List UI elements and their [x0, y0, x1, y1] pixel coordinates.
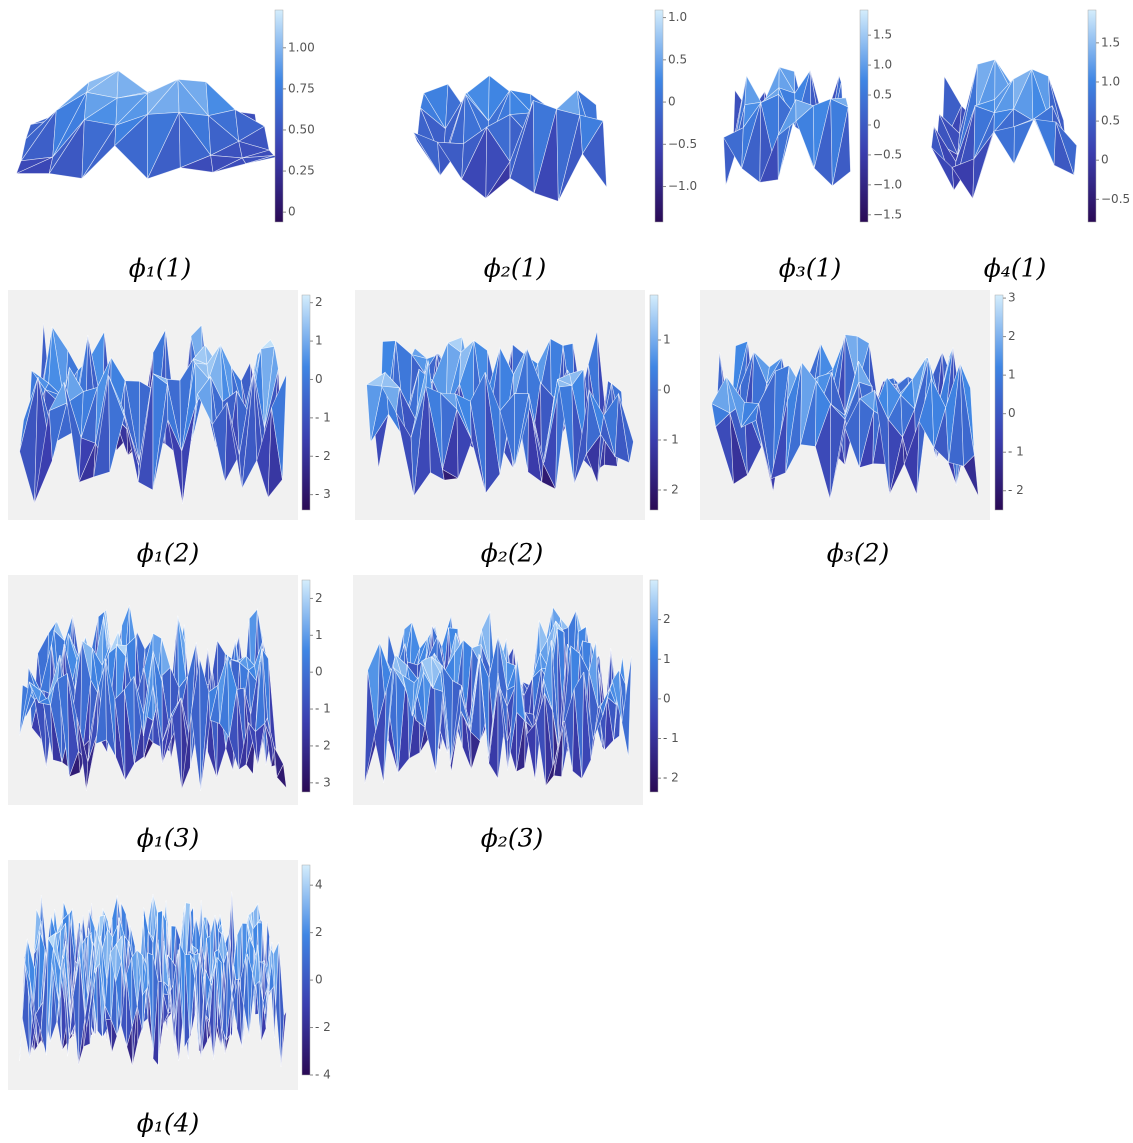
colorbar-tick-label: 4	[315, 878, 323, 892]
colorbar-tick-label: 0.5	[668, 52, 687, 66]
caption: ϕ₂(2)	[481, 539, 543, 568]
caption: ϕ₂(3)	[481, 824, 543, 853]
colorbar-tick-label: 0.5	[1101, 114, 1120, 128]
colorbar-tick-label: 2	[315, 295, 323, 309]
surface-facet	[1035, 119, 1056, 165]
colorbar-tick-label: 0	[663, 383, 671, 397]
colorbar-tick-label: 0.75	[288, 81, 315, 95]
colorbar-tick-label: 2	[663, 612, 671, 626]
panel: −0.5 0 0.5 1.0 1.5 ϕ₄(1)	[931, 10, 1130, 283]
panel: −1.0 −0.5 0 0.5 1.0 ϕ₂(1)	[413, 10, 697, 283]
colorbar-tick-label: 1.5	[873, 28, 892, 42]
caption: ϕ₁(1)	[129, 254, 191, 283]
colorbar-tick-label: 0	[668, 95, 676, 109]
colorbar-tick-label: 1.00	[288, 40, 315, 54]
colorbar-tick-label: −1.0	[668, 179, 697, 193]
panel: - 4 - 2 0 2 4 ϕ₁(4)	[8, 860, 331, 1138]
colorbar-tick-label: 1.0	[668, 10, 687, 24]
colorbar-tick-label: - 1	[1008, 445, 1024, 459]
panel: −1.5 −1.0 −0.5 0 0.5 1.0 1.5 ϕ₃(1)	[724, 10, 903, 283]
colorbar-tick-label: - 2	[663, 771, 679, 785]
colorbar	[860, 10, 868, 222]
panel: - 2 - 1 0 1 2 3 ϕ₃(2)	[700, 290, 1024, 568]
caption: ϕ₂(1)	[484, 254, 546, 283]
colorbar-tick-label: 2	[1008, 329, 1016, 343]
colorbar-tick-label: 1	[315, 628, 323, 642]
colorbar-tick-label: 0.25	[288, 164, 315, 178]
colorbar-tick-label: 0	[873, 117, 881, 131]
colorbar-tick-label: 1	[315, 334, 323, 348]
colorbar-tick-label: −1.0	[873, 177, 902, 191]
panel: - 2 - 1 0 1 ϕ₂(2)	[355, 290, 679, 568]
colorbar-tick-label: - 1	[315, 702, 331, 716]
colorbar	[995, 295, 1003, 510]
caption: ϕ₁(3)	[137, 824, 199, 853]
panel: - 3 - 2 - 1 0 1 2 ϕ₁(2)	[8, 290, 331, 568]
caption: ϕ₃(2)	[827, 539, 889, 568]
panel: - 2 - 1 0 1 2 ϕ₂(3)	[353, 575, 679, 853]
caption: ϕ₄(1)	[984, 254, 1046, 283]
colorbar-tick-label: −0.5	[873, 147, 902, 161]
colorbar-tick-label: 0	[315, 973, 323, 987]
colorbar-tick-label: 0	[1101, 153, 1109, 167]
colorbar-tick-label: −0.5	[668, 137, 697, 151]
surface-facet	[994, 127, 1015, 164]
colorbar-tick-label: 2	[315, 591, 323, 605]
colorbar	[655, 10, 663, 222]
colorbar-tick-label: 1.0	[1101, 74, 1120, 88]
colorbar	[275, 10, 283, 222]
colorbar-tick-label: - 4	[315, 1068, 331, 1082]
colorbar-tick-label: 0	[663, 691, 671, 705]
colorbar-tick-label: 0.5	[873, 88, 892, 102]
caption: ϕ₁(4)	[137, 1109, 199, 1138]
colorbar-tick-label: - 2	[663, 483, 679, 497]
colorbar-tick-label: 1	[663, 652, 671, 666]
colorbar-tick-label: - 3	[315, 487, 331, 501]
colorbar-tick-label: 0.50	[288, 122, 315, 136]
colorbar	[650, 295, 658, 510]
colorbar	[302, 580, 310, 792]
colorbar-tick-label: 1.5	[1101, 35, 1120, 49]
colorbar-tick-label: - 3	[315, 775, 331, 789]
colorbar-tick-label: 0	[315, 665, 323, 679]
colorbar	[1088, 10, 1096, 222]
colorbar-tick-label: 1	[663, 333, 671, 347]
colorbar-tick-label: 1	[1008, 368, 1016, 382]
colorbar	[650, 580, 658, 792]
colorbar-tick-label: 0	[1008, 406, 1016, 420]
colorbar-tick-label: - 1	[663, 433, 679, 447]
colorbar-tick-label: 1.0	[873, 58, 892, 72]
colorbar	[302, 865, 310, 1075]
caption: ϕ₃(1)	[779, 254, 841, 283]
caption: ϕ₁(2)	[137, 539, 199, 568]
colorbar-tick-label: −1.5	[873, 207, 902, 221]
colorbar	[302, 295, 310, 510]
surface-facet	[21, 111, 56, 161]
colorbar-tick-label: 3	[1008, 291, 1016, 305]
colorbar-tick-label: - 2	[315, 449, 331, 463]
colorbar-tick-label: - 1	[315, 410, 331, 424]
colorbar-tick-label: 2	[315, 925, 323, 939]
colorbar-tick-label: 0	[288, 205, 296, 219]
colorbar-tick-label: - 1	[663, 731, 679, 745]
colorbar-tick-label: 0	[315, 372, 323, 386]
colorbar-tick-label: - 2	[315, 738, 331, 752]
colorbar-tick-label: −0.5	[1101, 192, 1130, 206]
panel: 0 0.25 0.50 0.75 1.00 ϕ₁(1)	[16, 10, 314, 283]
surface-facet	[745, 76, 763, 105]
figure: 00.250.500.751.00ϕ₁(1)−1.0−0.500.51.0ϕ₂(…	[0, 0, 1133, 1143]
colorbar-tick-label: - 2	[315, 1020, 331, 1034]
panel: - 3 - 2 - 1 0 1 2 ϕ₁(3)	[8, 575, 331, 853]
colorbar-tick-label: - 2	[1008, 483, 1024, 497]
